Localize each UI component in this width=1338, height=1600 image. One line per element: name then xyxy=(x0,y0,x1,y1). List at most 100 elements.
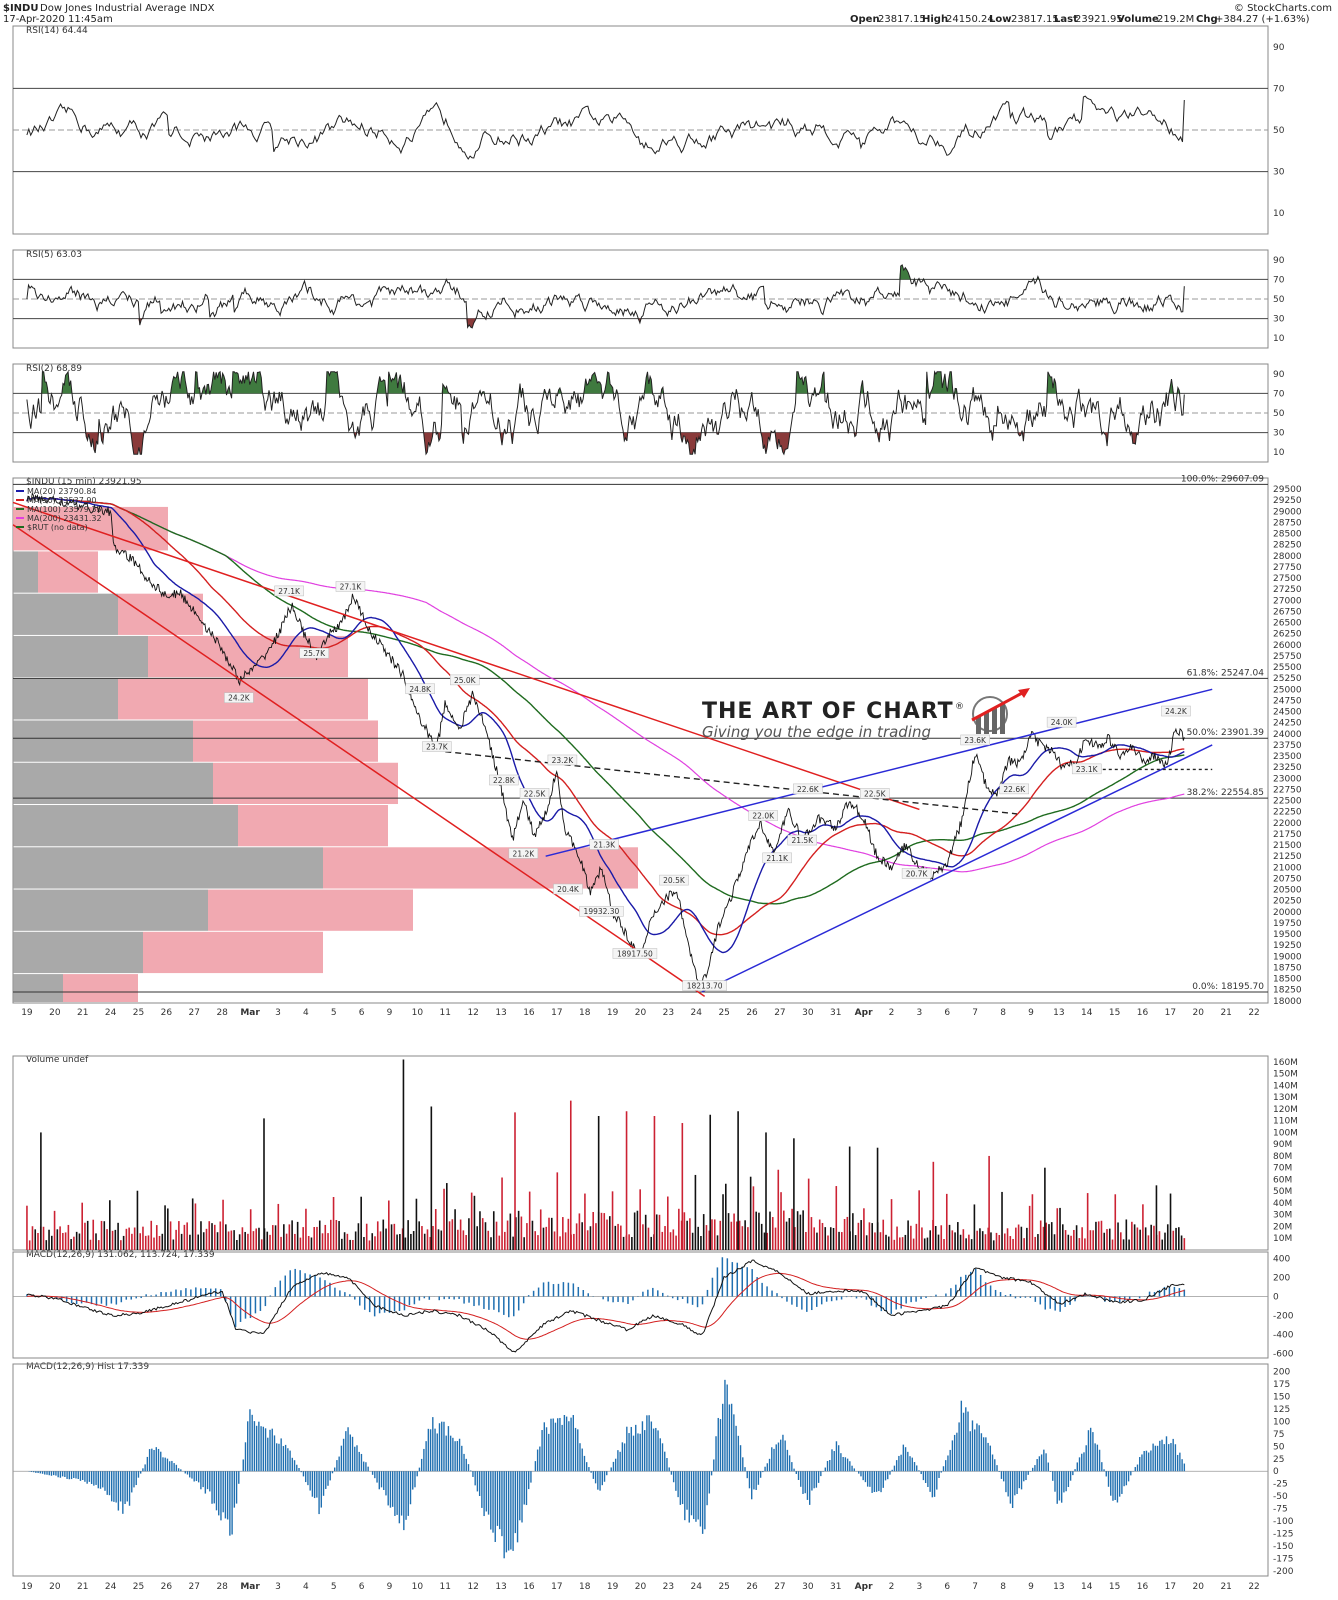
hist-xtick: 17 xyxy=(1165,1582,1176,1592)
hist-xtick: 28 xyxy=(216,1582,228,1592)
rsi14-ytick: 70 xyxy=(1273,84,1285,94)
price-panel: 100.0%: 29607.09 61.8%: 25247.04 50.0%: 23… xyxy=(12,474,1302,1018)
volume-profile-grey-bar xyxy=(13,805,238,847)
rsi5-ytick: 70 xyxy=(1273,275,1285,285)
volume-profile-red-bar xyxy=(193,720,378,762)
ma100-line xyxy=(26,496,1185,905)
price-annotation-box xyxy=(405,683,435,695)
rsi2-ytick: 70 xyxy=(1273,389,1285,399)
price-annotation: 20.7K xyxy=(906,869,929,878)
price-ytick: 25000 xyxy=(1273,685,1302,695)
watermark-reg: ® xyxy=(955,702,964,712)
hist-xtick: 14 xyxy=(1081,1582,1093,1592)
price-ytick: 18000 xyxy=(1273,997,1302,1007)
rsi2-title: RSI(2) 68.89 xyxy=(26,364,82,374)
price-ytick: 19750 xyxy=(1273,919,1302,929)
volume-profile-grey-bar xyxy=(13,720,193,762)
price-xtick: 17 xyxy=(551,1008,562,1018)
red-lower-trendline xyxy=(12,524,706,997)
volume-profile-red-bar xyxy=(38,551,98,593)
ma20-line xyxy=(26,496,1185,954)
rsi14-ytick: 90 xyxy=(1273,43,1285,53)
hist-xtick: 20 xyxy=(635,1582,647,1592)
fib-label: 61.8%: 25247.04 xyxy=(1187,668,1265,678)
rsi5-panel: 10 30 50 70 90 xyxy=(12,249,1285,349)
macd-hist-ytick: 0 xyxy=(1273,1467,1279,1477)
legend-entry: MA(50) 23537.90 xyxy=(27,496,97,505)
price-xtick: 14 xyxy=(1081,1008,1093,1018)
price-xtick: 17 xyxy=(1165,1008,1176,1018)
hist-xtick: 25 xyxy=(133,1582,144,1592)
rsi14-ytick: 50 xyxy=(1273,126,1285,136)
price-annotation: 21.3K xyxy=(593,841,616,850)
price-xtick: 6 xyxy=(359,1008,365,1018)
volume-profile-grey-bar xyxy=(13,635,148,678)
volume-profile-red-bar xyxy=(213,762,398,805)
price-xtick: 31 xyxy=(830,1008,841,1018)
hist-xtick: 10 xyxy=(412,1582,424,1592)
macd-line xyxy=(26,1259,1185,1353)
price-annotation: 23.2K xyxy=(552,756,575,765)
hist-xtick: 7 xyxy=(972,1582,978,1592)
volume-ytick: 140M xyxy=(1273,1081,1298,1091)
price-xtick: 27 xyxy=(774,1008,785,1018)
hist-xtick: 13 xyxy=(1053,1582,1064,1592)
price-annotation: 25.0K xyxy=(454,676,477,685)
volume-profile-grey-bar xyxy=(13,889,208,931)
volume-profile-red-bar xyxy=(63,974,138,1002)
price-xtick: 6 xyxy=(944,1008,950,1018)
price-ytick: 26000 xyxy=(1273,641,1302,651)
volume-profile-red-bar xyxy=(208,889,413,931)
macd-ytick: -400 xyxy=(1273,1330,1294,1340)
price-xtick: 2 xyxy=(889,1008,895,1018)
hist-xtick: 15 xyxy=(1109,1582,1120,1592)
hist-xtick: 2 xyxy=(889,1582,895,1592)
watermark-tagline: Giving you the edge in trading xyxy=(702,723,931,741)
price-xtick: 11 xyxy=(440,1008,451,1018)
volume-ytick: 30M xyxy=(1273,1211,1292,1221)
blue-lower-trendline xyxy=(701,744,1213,993)
watermark: THE ART OF CHART ® Giving you the edge i… xyxy=(702,688,1030,741)
price-ytick: 27750 xyxy=(1273,563,1302,573)
chart-header: $INDU Dow Jones Industrial Average INDX … xyxy=(3,3,1332,25)
price-xtick: 20 xyxy=(49,1008,61,1018)
price-annotation-box xyxy=(960,734,990,746)
price-annotation-box xyxy=(489,774,519,786)
price-annotation-box xyxy=(422,741,452,752)
price-annotation-box xyxy=(901,868,932,879)
rsi5-ytick: 90 xyxy=(1273,256,1285,266)
volume-ytick: 120M xyxy=(1273,1105,1298,1115)
rsi5-title: RSI(5) 63.03 xyxy=(26,250,82,260)
price-xtick: Mar xyxy=(240,1008,260,1018)
price-xtick: 7 xyxy=(972,1008,978,1018)
price-ytick: 20250 xyxy=(1273,897,1302,907)
legend-entry: $RUT (no data) xyxy=(27,523,88,532)
hist-xtick: 11 xyxy=(440,1582,451,1592)
price-annotation: 22.6K xyxy=(1003,785,1026,794)
volume-ytick: 80M xyxy=(1273,1152,1292,1162)
price-ytick: 21500 xyxy=(1273,841,1302,851)
price-xtick: 3 xyxy=(917,1008,923,1018)
last-value: 23921.95 xyxy=(1075,14,1123,25)
rsi14-line xyxy=(26,95,1185,160)
price-annotation: 23.6K xyxy=(964,736,987,745)
hist-xtick: 19 xyxy=(607,1582,619,1592)
legend-entry: MA(20) 23790.84 xyxy=(27,487,97,496)
hist-xtick: 23 xyxy=(663,1582,674,1592)
hist-xtick: 31 xyxy=(830,1582,841,1592)
price-ytick: 20500 xyxy=(1273,886,1302,896)
price-xtick: 24 xyxy=(691,1008,703,1018)
price-ytick: 23750 xyxy=(1273,741,1302,751)
price-annotation: 27.1K xyxy=(340,582,363,591)
hist-xtick: 19 xyxy=(21,1582,33,1592)
macd-hist-ytick: -175 xyxy=(1273,1555,1293,1565)
ohlc-summary: Open 23817.15 High 24150.24 Low 23817.15… xyxy=(850,14,1310,25)
price-ytick: 22250 xyxy=(1273,808,1302,818)
price-annotation-box xyxy=(589,839,619,850)
price-ytick: 25250 xyxy=(1273,674,1302,684)
volume-profile-red-bar xyxy=(323,847,638,889)
low-value: 23817.15 xyxy=(1011,14,1059,25)
macd-hist-panel: -200-175-150-125-100-75-50-2502550751001… xyxy=(12,1363,1294,1592)
price-annotation: 25.7K xyxy=(303,649,326,658)
hist-xtick: Apr xyxy=(855,1582,873,1592)
